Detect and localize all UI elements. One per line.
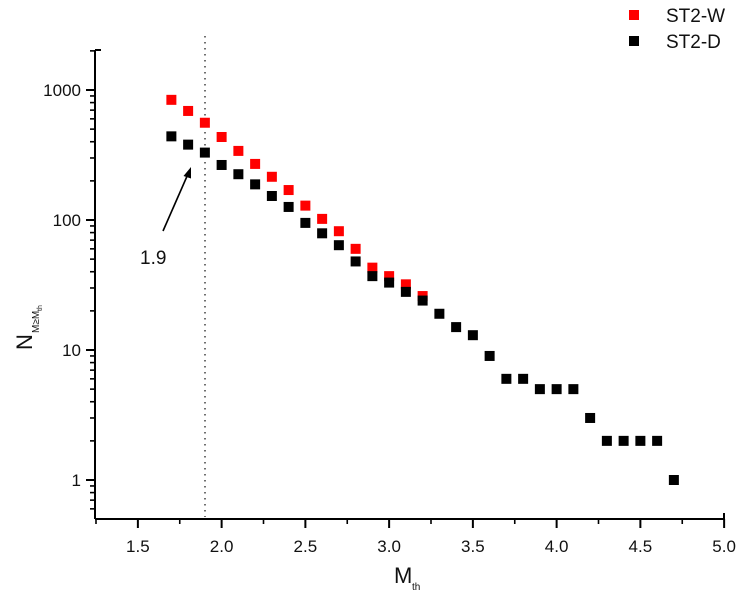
data-point	[333, 240, 344, 251]
data-point	[216, 159, 227, 170]
y-tick-label: 10	[62, 341, 81, 360]
y-tick-label: 100	[53, 211, 81, 230]
y-axis: 1 10 100 1000	[43, 49, 101, 519]
data-point	[534, 384, 545, 395]
data-point	[166, 131, 177, 142]
data-point	[317, 213, 328, 224]
data-point	[266, 190, 277, 201]
x-tick-label: 2.5	[294, 537, 318, 556]
data-point	[317, 228, 328, 239]
svg-text:M≥M: M≥M	[31, 311, 42, 333]
x-tick-label: 5.0	[712, 537, 736, 556]
svg-text:th: th	[37, 305, 44, 311]
data-point	[266, 171, 277, 182]
data-point	[568, 384, 579, 395]
data-point	[400, 279, 411, 290]
data-point	[434, 308, 445, 319]
x-tick-label: 2.0	[210, 537, 234, 556]
svg-text:M: M	[394, 563, 412, 588]
svg-text:ST2-W: ST2-W	[666, 6, 725, 27]
x-tick-label: 4.5	[629, 537, 653, 556]
series-st2-d	[166, 131, 679, 485]
svg-text:N: N	[12, 334, 37, 350]
data-point	[233, 145, 244, 156]
data-point	[551, 384, 562, 395]
data-point	[250, 179, 261, 190]
x-tick-label: 1.5	[126, 537, 150, 556]
data-point	[300, 217, 311, 228]
data-point	[652, 435, 663, 446]
data-point	[367, 271, 378, 282]
legend: ST2-W ST2-D	[629, 6, 725, 53]
data-point	[283, 185, 294, 196]
data-point	[518, 373, 529, 384]
data-point	[400, 286, 411, 297]
data-point	[635, 435, 646, 446]
data-point	[283, 201, 294, 212]
data-point	[384, 277, 395, 288]
data-point	[300, 200, 311, 211]
data-point	[501, 373, 512, 384]
svg-text:ST2-D: ST2-D	[666, 32, 721, 53]
data-point	[333, 226, 344, 237]
annotation-arrow	[162, 167, 191, 232]
data-point	[183, 139, 194, 150]
data-point	[601, 435, 612, 446]
data-point	[350, 256, 361, 267]
data-point	[233, 169, 244, 180]
x-axis-title: M th	[394, 563, 420, 593]
data-point	[451, 322, 462, 333]
data-point	[367, 262, 378, 273]
x-tick-label: 3.5	[461, 537, 485, 556]
data-point	[166, 94, 177, 105]
legend-item-st2-d: ST2-D	[629, 32, 721, 53]
data-point	[384, 271, 395, 282]
legend-marker-black-square	[629, 36, 639, 46]
x-tick-label: 4.0	[545, 537, 569, 556]
x-tick-label: 3.0	[377, 537, 401, 556]
svg-text:th: th	[412, 582, 420, 593]
data-point	[250, 158, 261, 169]
data-point	[484, 350, 495, 361]
data-point	[216, 131, 227, 142]
data-point	[467, 330, 478, 341]
data-point	[585, 412, 596, 423]
y-axis-title: N M≥M th	[12, 305, 44, 350]
y-tick-label: 1	[72, 471, 81, 490]
data-point	[199, 117, 210, 128]
data-point	[668, 475, 679, 485]
data-point	[350, 243, 361, 254]
x-axis: 1.5 2.0 2.5 3.0 3.5 4.0 4.5 5.0	[95, 513, 736, 556]
legend-item-st2-w: ST2-W	[629, 6, 725, 27]
data-point	[183, 105, 194, 116]
data-point	[417, 295, 428, 306]
legend-marker-red-square	[629, 10, 639, 20]
y-tick-label: 1000	[43, 81, 81, 100]
annotation-label: 1.9	[140, 248, 166, 269]
data-point	[618, 435, 629, 446]
data-point	[199, 147, 210, 158]
